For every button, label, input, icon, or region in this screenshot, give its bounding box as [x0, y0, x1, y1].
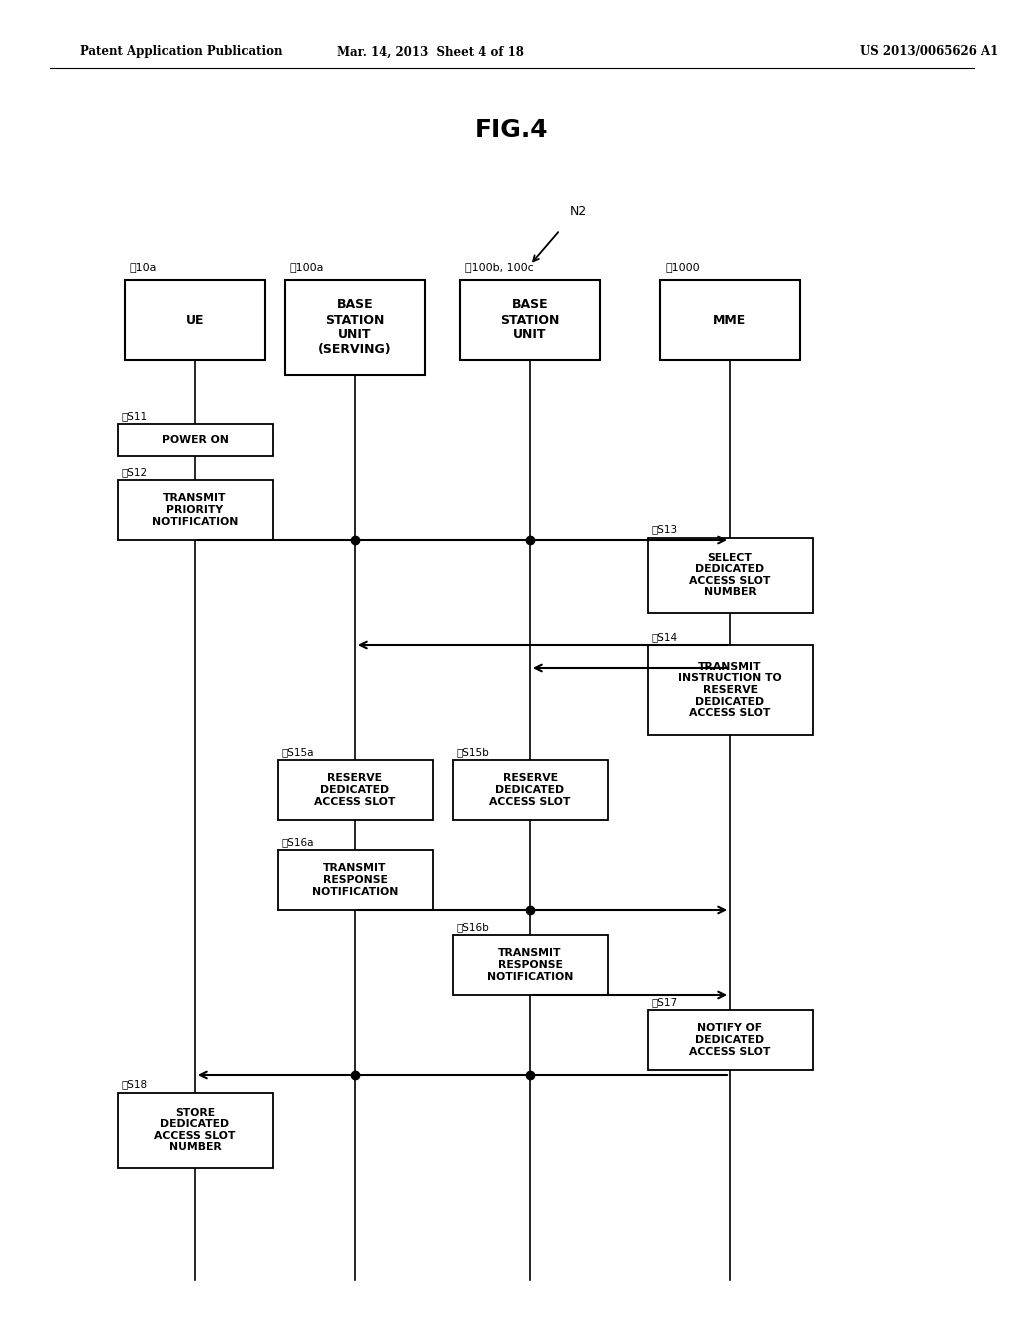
Text: Patent Application Publication: Patent Application Publication — [80, 45, 283, 58]
Text: TRANSMIT
PRIORITY
NOTIFICATION: TRANSMIT PRIORITY NOTIFICATION — [152, 494, 239, 527]
Bar — [278, 850, 432, 909]
Text: RESERVE
DEDICATED
ACCESS SLOT: RESERVE DEDICATED ACCESS SLOT — [314, 774, 395, 807]
Bar — [660, 280, 800, 360]
Bar — [453, 935, 607, 995]
Text: 〈10a: 〈10a — [130, 261, 158, 272]
Text: 〈100b, 100c: 〈100b, 100c — [465, 261, 534, 272]
Text: 〈100a: 〈100a — [290, 261, 325, 272]
Text: 〈S18: 〈S18 — [122, 1080, 147, 1089]
Bar — [125, 280, 265, 360]
Bar — [647, 1010, 812, 1071]
Text: UE: UE — [185, 314, 204, 326]
Bar — [460, 280, 600, 360]
Bar — [647, 645, 812, 735]
Text: MME: MME — [714, 314, 746, 326]
Text: 〈S14: 〈S14 — [651, 632, 678, 642]
Text: BASE
STATION
UNIT
(SERVING): BASE STATION UNIT (SERVING) — [318, 298, 392, 356]
Text: 〈S13: 〈S13 — [651, 524, 678, 535]
Text: US 2013/0065626 A1: US 2013/0065626 A1 — [860, 45, 998, 58]
Text: TRANSMIT
RESPONSE
NOTIFICATION: TRANSMIT RESPONSE NOTIFICATION — [312, 863, 398, 896]
Bar — [285, 280, 425, 375]
Text: N2: N2 — [570, 205, 587, 218]
Text: 〈S12: 〈S12 — [122, 467, 147, 477]
Text: 〈1000: 〈1000 — [665, 261, 699, 272]
Bar — [118, 424, 272, 455]
Bar — [453, 760, 607, 820]
Text: 〈S17: 〈S17 — [651, 997, 678, 1007]
Text: 〈S15a: 〈S15a — [282, 747, 314, 756]
Text: POWER ON: POWER ON — [162, 436, 228, 445]
Text: RESERVE
DEDICATED
ACCESS SLOT: RESERVE DEDICATED ACCESS SLOT — [489, 774, 570, 807]
Text: TRANSMIT
INSTRUCTION TO
RESERVE
DEDICATED
ACCESS SLOT: TRANSMIT INSTRUCTION TO RESERVE DEDICATE… — [678, 661, 781, 718]
Text: 〈S16a: 〈S16a — [282, 837, 314, 847]
Text: STORE
DEDICATED
ACCESS SLOT
NUMBER: STORE DEDICATED ACCESS SLOT NUMBER — [155, 1107, 236, 1152]
Bar — [118, 480, 272, 540]
Text: 〈S15b: 〈S15b — [457, 747, 489, 756]
Bar — [118, 1093, 272, 1167]
Text: 〈S16b: 〈S16b — [457, 921, 489, 932]
Text: Mar. 14, 2013  Sheet 4 of 18: Mar. 14, 2013 Sheet 4 of 18 — [337, 45, 523, 58]
Bar — [278, 760, 432, 820]
Text: BASE
STATION
UNIT: BASE STATION UNIT — [501, 298, 560, 342]
Text: SELECT
DEDICATED
ACCESS SLOT
NUMBER: SELECT DEDICATED ACCESS SLOT NUMBER — [689, 553, 771, 598]
Text: TRANSMIT
RESPONSE
NOTIFICATION: TRANSMIT RESPONSE NOTIFICATION — [486, 948, 573, 982]
Text: NOTIFY OF
DEDICATED
ACCESS SLOT: NOTIFY OF DEDICATED ACCESS SLOT — [689, 1023, 771, 1056]
Text: 〈S11: 〈S11 — [122, 411, 147, 421]
Text: FIG.4: FIG.4 — [475, 117, 549, 143]
Bar — [647, 537, 812, 612]
